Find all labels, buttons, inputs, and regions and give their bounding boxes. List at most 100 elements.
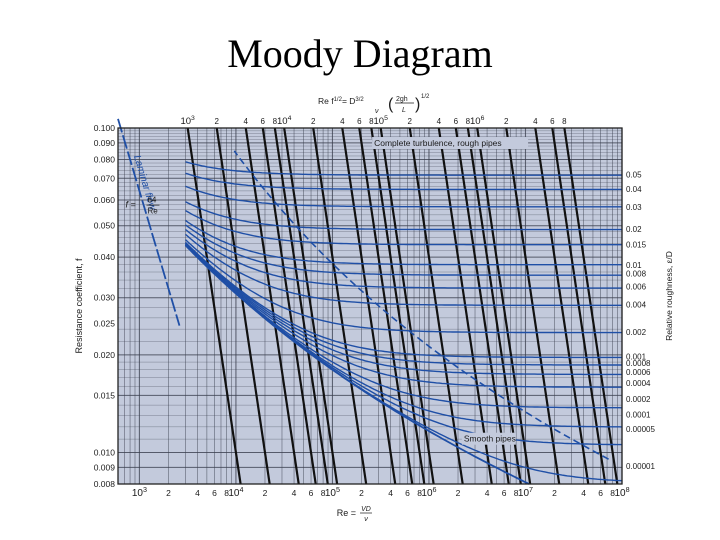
y-tick-label: 0.015 [94,390,116,400]
roughness-label: 0.0001 [626,410,651,419]
top-tick-label: 4 [437,117,442,126]
left-axis: 0.100 0.090 0.080 0.070 0.060 0.050 0.040 0.030… [74,123,115,489]
roughness-label: 0.0004 [626,379,651,388]
y-tick-label: 0.040 [94,252,116,262]
top-tick-label: 6 [357,117,362,126]
bottom-axis: 103 2 4 6 8 104 2 4 6 8 105 2 4 6 8 106 2 4 6 8 107 2 4 6 8 108Re… [132,485,630,523]
roughness-curve [185,228,622,289]
reference-line-re-sqrt-f [454,127,510,485]
roughness-curve [185,233,622,306]
x-tick-label: 4 [388,488,393,498]
x-tick-label: 8 [610,488,615,498]
top-tick-label: 104 [277,115,292,127]
x-tick-label: 8 [514,488,519,498]
top-tick-label: 4 [244,117,249,126]
fully-rough-boundary-dashed [233,150,609,460]
rough-region-label: Complete turbulence, rough pipes [374,138,502,148]
laminar-formula-f: f = [125,200,135,210]
x-axis-label-numerator: VD [361,506,371,513]
y-tick-label: 0.080 [94,154,116,164]
top-axis-label-paren-bottom: L [402,107,406,114]
grid [117,127,623,485]
roughness-label: 0.0002 [626,395,651,404]
roughness-label: 0.008 [626,270,647,279]
roughness-curve [185,224,622,276]
x-tick-label: 2 [552,488,557,498]
plot-frame [117,127,623,485]
roughness-label: 0.02 [626,225,642,234]
y-tick-label: 0.030 [94,293,116,303]
smooth-pipes-label-bg [461,432,516,445]
x-tick-label: 8 [417,488,422,498]
x-axis-label-denominator: ν [364,516,368,523]
x-tick-label: 6 [502,488,507,498]
roughness-label: 0.04 [626,185,642,194]
top-tick-label: 106 [470,115,485,127]
roughness-curve [185,219,622,266]
roughness-label: 0.006 [626,282,647,291]
top-tick-label: 8 [562,117,567,126]
top-tick-label: 8 [273,117,278,126]
y-tick-label: 0.010 [94,448,116,458]
x-tick-label: 6 [212,488,217,498]
roughness-curve [185,161,622,176]
laminar-formula-numerator: 64 [147,196,156,205]
roughness-label: 0.015 [626,240,647,249]
roughness-label: 0.00001 [626,462,655,471]
annotations: Complete turbulence, rough pipes Smooth p… [372,137,529,445]
roughness-label: 0.002 [626,328,647,337]
roughness-curve [184,243,622,376]
y-tick-label: 0.050 [94,221,116,231]
right-axis: 0.05 0.04 0.03 0.02 0.015 0.010.008 0.006 0.004… [626,171,674,471]
top-axis-label-paren-close: ) [415,96,420,113]
right-axis-label: Relative roughness, ε/D [664,251,674,341]
reference-line-re-sqrt-f [186,127,242,485]
y-tick-label: 0.100 [94,123,116,133]
reference-line-re-sqrt-f [341,127,397,485]
top-axis-label: Re f1/2= D3/2 [318,96,364,106]
top-tick-label: 2 [311,117,316,126]
x-tick-label: 107 [518,485,533,499]
top-tick-label: 6 [454,117,459,126]
x-tick-label: 8 [224,488,229,498]
top-tick-label: 2 [408,117,413,126]
roughness-curve [184,244,623,409]
x-tick-label: 6 [598,488,603,498]
reference-line-re-sqrt-f [283,127,339,485]
top-axis: 103 2 4 6 8 104 2 4 6 8 105 2 4 6 8 106 2 4 6 8Re f1/2= D3/… [180,94,567,127]
top-tick-label: 6 [261,117,266,126]
x-tick-label: 2 [166,488,171,498]
rough-region-label-bg [372,137,529,150]
y-tick-label: 0.090 [94,138,116,148]
top-tick-label: 2 [504,117,509,126]
x-tick-label: 103 [132,485,147,499]
x-tick-label: 2 [263,488,268,498]
top-tick-label: 8 [369,117,374,126]
y-tick-label: 0.070 [94,173,116,183]
top-tick-label: 4 [533,117,538,126]
y-tick-label: 0.009 [94,462,116,472]
roughness-label: 0.0008 [626,359,651,368]
x-tick-label: 4 [195,488,200,498]
roughness-curve [185,209,622,246]
roughness-curve [184,243,622,388]
x-tick-label: 108 [614,485,629,499]
slide-title: Moody Diagram [227,31,493,76]
roughness-curve [185,172,622,191]
reference-line-re-sqrt-f [437,127,493,485]
reference-line-re-sqrt-f [244,127,300,485]
top-tick-label: 8 [466,117,471,126]
x-axis-label: Re = [337,508,356,518]
y-axis-label: Resistance coefficient, f [74,258,84,353]
reference-line-re-sqrt-f [408,127,464,485]
x-tick-label: 4 [581,488,586,498]
laminar-formula-denominator: Re [147,207,158,216]
roughness-curve [185,241,622,359]
roughness-curve [185,201,622,231]
x-tick-label: 106 [421,485,436,499]
top-tick-label: 103 [180,115,195,127]
smooth-pipes-label: Smooth pipes [464,434,516,444]
x-tick-label: 6 [309,488,314,498]
roughness-curve [185,242,622,366]
x-tick-label: 2 [359,488,364,498]
